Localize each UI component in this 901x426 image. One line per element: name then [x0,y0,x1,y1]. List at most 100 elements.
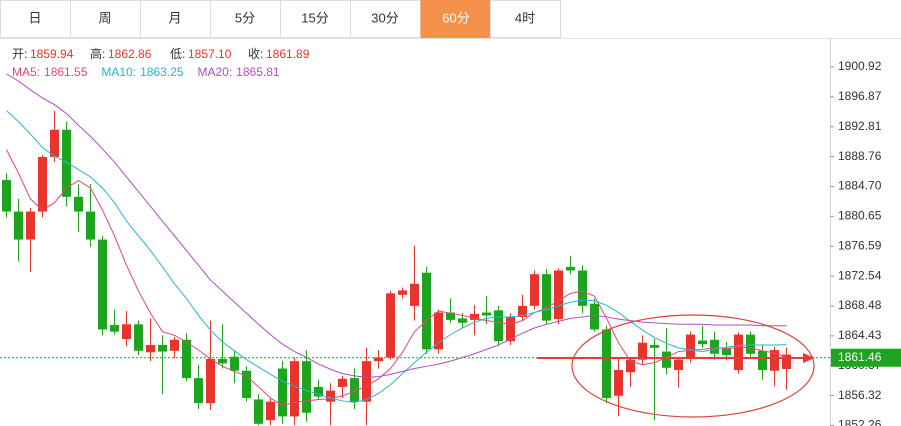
y-tick-label: 1852.26 [838,418,882,426]
candle-body [482,312,491,316]
tab[interactable] [140,0,211,38]
y-tick-label: 1880.65 [838,209,882,223]
tab-active[interactable] [420,0,492,38]
annotation-arrowhead [803,353,815,363]
candle-body [290,361,299,417]
legend-value: 1865.81 [236,65,280,79]
y-axis: 1900.92 1896.87 1892.81 1888.76 1884.70 1880.… [830,39,901,426]
candle-body [758,350,767,370]
ma-line [6,73,787,378]
candle-body [710,339,719,354]
candle-body [698,340,707,345]
legend: 开: 1859.94 高: 1862.86 低: 1857.10 收: 1861.89 MA5:… [12,46,310,79]
legend-name: MA20: [197,65,232,79]
candle-body [314,386,323,397]
candle-body [470,313,479,320]
candle-body [326,390,335,402]
candle-body [518,305,527,317]
candle-body [746,334,755,354]
y-tick-label: 1892.81 [838,119,882,133]
y-tick-label: 1888.76 [838,149,882,163]
candle-body [134,324,143,351]
candle-body [26,211,35,240]
y-tick-label: 1884.70 [838,179,882,193]
tab-label[interactable]: 30分 [371,10,398,25]
legend-name: MA10: [101,65,136,79]
y-tick-label: 1900.92 [838,59,882,73]
candle-body [638,342,647,360]
candle-body [50,129,59,158]
candle-body [254,399,263,424]
info-label: 高: [90,46,105,61]
tab[interactable] [0,0,71,38]
candle-body [14,211,23,240]
info-value: 1859.94 [30,47,74,61]
candle-body [578,270,587,306]
candle-body [590,303,599,330]
candle-body [146,344,155,353]
info-value: 1862.86 [108,47,152,61]
candle-body [530,274,539,306]
candle-body [338,378,347,387]
candle-body [554,270,563,320]
ma-line [6,149,787,406]
y-tick-label: 1868.48 [838,298,882,312]
candle-body [398,290,407,295]
candle-body [278,368,287,417]
candle-body [614,369,623,396]
candle-body [494,310,503,342]
candle-body [218,358,227,364]
candle-body [626,359,635,373]
candle-body [74,196,83,212]
tab-label[interactable]: 月 [168,10,181,25]
legend-value: 1861.55 [44,65,88,79]
candle-body [686,334,695,359]
info-value: 1861.89 [266,47,310,61]
tab[interactable] [490,0,561,38]
info-label: 开: [12,47,27,61]
candle-body [362,361,371,402]
candle-body [434,312,443,350]
ma-line [6,110,787,403]
candle-body [782,354,791,369]
candle-body [410,283,419,306]
candle-body [38,157,47,212]
y-tick-label: 1896.87 [838,89,882,103]
annotation-ellipse [571,314,815,418]
tab-label[interactable]: 15分 [301,10,328,25]
info-label: 低: [170,47,185,61]
candle-body [62,129,71,197]
y-tick-label: 1876.59 [838,238,882,252]
candle-body [446,312,455,320]
candle-body [2,179,11,212]
candle-body [98,239,107,330]
y-tick-label: 1856.32 [838,388,882,402]
candle-body [602,329,611,398]
candle-body [110,325,119,332]
candle-body [722,348,731,356]
tab-label[interactable]: 60分 [442,10,469,25]
candle-body [458,318,467,323]
candle-body [674,359,683,370]
candle-body [350,378,359,402]
candle-body [506,316,515,342]
candle-body [230,356,239,371]
candle-body [194,378,203,404]
candle-body [266,401,275,421]
tab-label[interactable]: 5分 [235,10,255,25]
candle-body [566,266,575,271]
candle-body [206,358,215,404]
candle-body [734,334,743,370]
plot [0,73,830,426]
tab-label[interactable]: 日 [28,10,41,25]
tab-label[interactable]: 4时 [515,10,535,25]
tab-label[interactable]: 周 [98,10,111,25]
y-tick-label: 1864.43 [838,328,882,342]
candle-body [86,211,95,240]
legend-value: 1863.25 [140,65,184,79]
candle-body [662,351,671,368]
candle-body [770,350,779,371]
legend-name: MA5: [12,65,40,79]
